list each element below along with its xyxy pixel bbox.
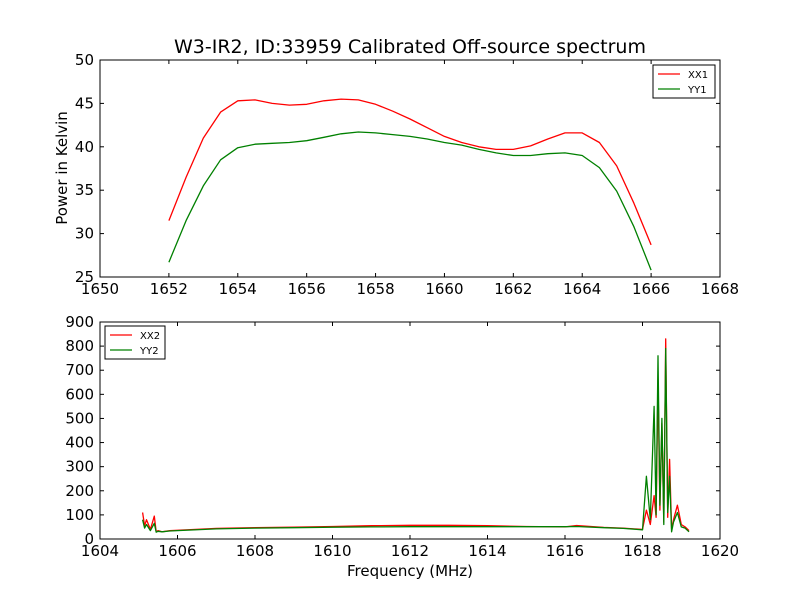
- x-tick-label: 1606: [158, 542, 196, 560]
- plot-frame: [99, 59, 721, 278]
- tick-group: 1650 1652 1654 1656 1658 1660 1662 1664 1666 1668…: [75, 51, 739, 298]
- y-tick-label: 200: [65, 482, 94, 500]
- legend-label-xx2: XX2: [140, 331, 160, 342]
- y-tick-label: 400: [65, 434, 94, 452]
- legend-label-yy2: YY2: [139, 346, 159, 357]
- series-layer: [141, 338, 690, 533]
- chart-title: W3-IR2, ID:33959 Calibrated Off-source s…: [174, 36, 646, 58]
- y-tick-label: 45: [75, 94, 94, 112]
- x-axis-label: Frequency (MHz): [347, 562, 473, 580]
- y-tick-label: 35: [75, 181, 94, 199]
- y-axis-label: Power in Kelvin: [53, 111, 71, 225]
- x-tick-label: 1664: [563, 280, 601, 298]
- x-tick-label: 1612: [391, 542, 429, 560]
- x-tick-label: 1620: [701, 542, 739, 560]
- y-tick-label: 300: [65, 458, 94, 476]
- x-tick-label: 1652: [150, 280, 188, 298]
- chart-top: W3-IR2, ID:33959 Calibrated Off-source s…: [53, 36, 739, 298]
- x-tick-label: 1662: [494, 280, 532, 298]
- legend-box: [104, 325, 166, 360]
- y-tick-label: 30: [75, 225, 94, 243]
- y-tick-label: 900: [65, 313, 94, 331]
- x-tick-label: 1610: [313, 542, 351, 560]
- y-tick-label: 800: [65, 337, 94, 355]
- series-line-xx1: [168, 98, 652, 246]
- y-tick-label: 700: [65, 361, 94, 379]
- x-tick-label: 1658: [356, 280, 394, 298]
- x-tick-label: 1666: [632, 280, 670, 298]
- x-tick-label: 1650: [81, 280, 119, 298]
- x-tick-label: 1654: [219, 280, 257, 298]
- legend-label-yy1: YY1: [687, 85, 707, 96]
- x-tick-label: 1618: [623, 542, 661, 560]
- y-tick-label: 100: [65, 506, 94, 524]
- tick-group: 1604 1606 1608 1610 1612 1614 1616 1618 1620 0 100…: [65, 313, 739, 560]
- y-tick-label: 500: [65, 409, 94, 427]
- chart-bottom: Frequency (MHz) 1604 1606 1608 1610 1612 1614…: [65, 313, 739, 580]
- plot-frame: [99, 321, 721, 540]
- series-layer: [168, 98, 652, 271]
- x-tick-label: 1608: [236, 542, 274, 560]
- series-line-yy1: [168, 131, 652, 271]
- x-tick-label: 1604: [81, 542, 119, 560]
- y-tick-label: 40: [75, 138, 94, 156]
- y-tick-label: 0: [84, 530, 94, 548]
- series-line-yy2: [141, 347, 690, 533]
- x-tick-label: 1668: [701, 280, 739, 298]
- legend: XX1 YY1: [652, 64, 716, 99]
- y-tick-label: 25: [75, 268, 94, 286]
- legend-label-xx1: XX1: [688, 70, 708, 81]
- y-tick-label: 50: [75, 51, 94, 69]
- legend: XX2 YY2: [104, 325, 166, 360]
- x-tick-label: 1656: [288, 280, 326, 298]
- y-tick-label: 600: [65, 385, 94, 403]
- x-tick-label: 1660: [425, 280, 463, 298]
- legend-box: [652, 64, 716, 99]
- x-tick-label: 1614: [468, 542, 506, 560]
- x-tick-label: 1616: [546, 542, 584, 560]
